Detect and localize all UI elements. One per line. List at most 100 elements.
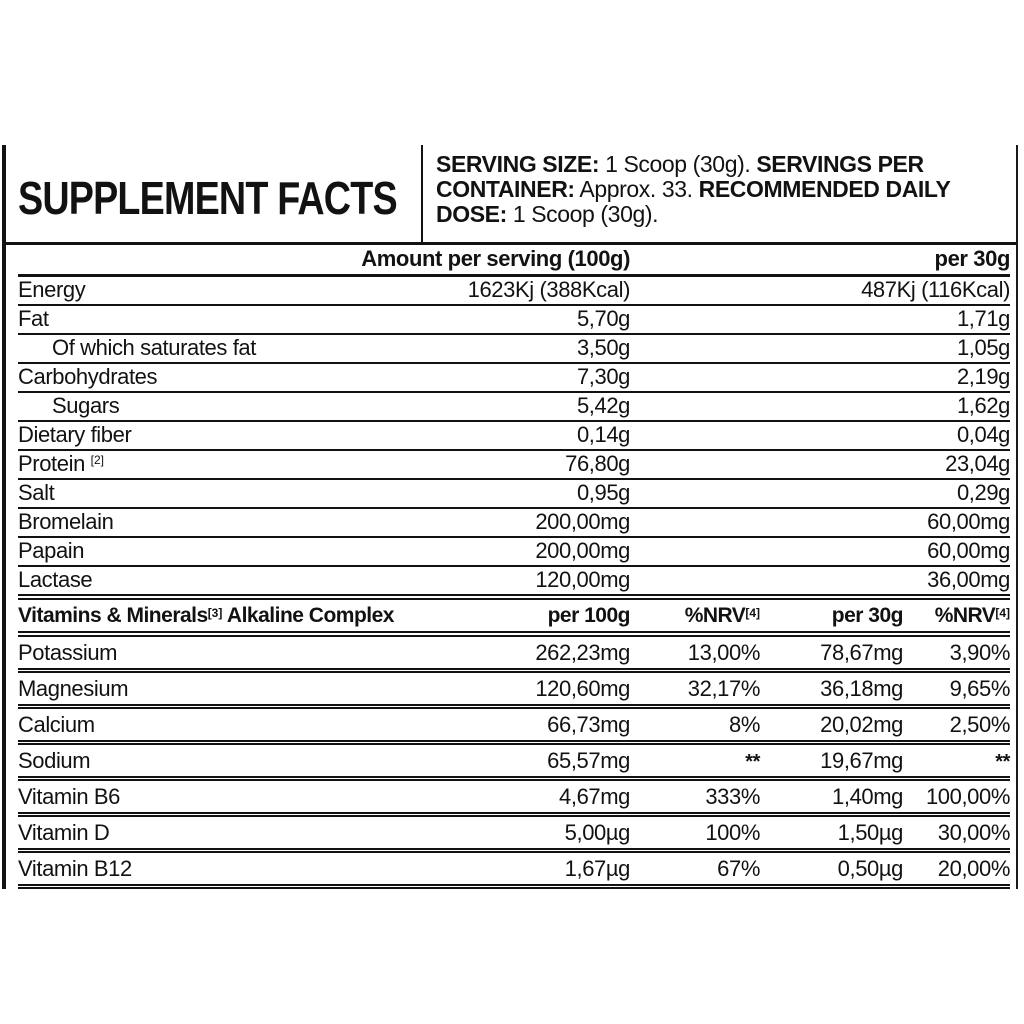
table-row-saturates-fat: Of which saturates fat 3,50g 1,05g: [18, 335, 1010, 364]
amount-per-100g: 200,00mg: [535, 509, 630, 534]
nrv-30g-column-header: %NRV[4]: [934, 604, 1010, 627]
amount-per-100g: 65,57mg: [547, 748, 630, 773]
amount-per-30g: 23,04g: [945, 451, 1010, 476]
table-row-potassium: Potassium 262,23mg 13,00% 78,67mg 3,90%: [18, 637, 1010, 673]
serving-info: SERVING SIZE: 1 Scoop (30g). SERVINGS PE…: [423, 145, 1016, 242]
amount-per-30g: 0,04g: [956, 422, 1010, 447]
table-row-bromelain: Bromelain 200,00mg 60,00mg: [18, 509, 1010, 538]
table-row-calcium: Calcium 66,73mg 8% 20,02mg 2,50%: [18, 709, 1010, 745]
amount-per-100g: 0,14g: [576, 422, 630, 447]
nrv-per-100g: 8%: [729, 712, 760, 737]
nrv-per-100g: 13,00%: [687, 640, 761, 665]
amount-per-100g: 0,95g: [576, 480, 630, 505]
nutrient-name: Of which saturates fat: [52, 335, 256, 360]
nrv-100g-column-header: %NRV[4]: [684, 604, 760, 627]
no-nrv-marker: **: [745, 751, 760, 773]
amount-per-30g: 36,00mg: [927, 567, 1010, 592]
amount-per-100g: 120,00mg: [535, 567, 630, 592]
per-30g-header: per 30g: [934, 246, 1011, 271]
amount-per-100g: 262,23mg: [535, 640, 630, 665]
nutrient-name: Vitamin B12: [18, 856, 132, 881]
nutrient-name: Sodium: [18, 748, 91, 773]
vitamins-section-title: Vitamins & Minerals[3] Alkaline Complex: [18, 604, 394, 627]
table-row-dietary-fiber: Dietary fiber 0,14g 0,04g: [18, 422, 1010, 451]
nrv-per-30g: 30,00%: [937, 820, 1011, 845]
servings-per-container-value: Approx. 33.: [574, 176, 699, 202]
amount-per-100g: 5,70g: [576, 306, 630, 331]
vitamins-section-header: Vitamins & Minerals[3] Alkaline Complex …: [18, 594, 1010, 637]
nutrient-name: Papain: [18, 538, 85, 563]
amount-per-30g: 0,29g: [956, 480, 1010, 505]
table-row-salt: Salt 0,95g 0,29g: [18, 480, 1010, 509]
table-row-lactase: Lactase 120,00mg 36,00mg: [18, 567, 1010, 594]
amount-per-serving-header: Amount per serving (100g): [361, 246, 630, 271]
table-row-magnesium: Magnesium 120,60mg 32,17% 36,18mg 9,65%: [18, 673, 1010, 709]
nutrient-name: Fat: [18, 306, 49, 331]
serving-size-label: SERVING SIZE:: [436, 151, 600, 177]
amount-per-100g: 200,00mg: [535, 538, 630, 563]
recommended-dose-label: RECOMMENDED DAILY DOSE:: [436, 176, 950, 227]
nutrient-name: Calcium: [18, 712, 95, 737]
serving-size-value: 1 Scoop (30g).: [599, 151, 757, 177]
nutrient-name: Dietary fiber: [18, 422, 132, 447]
amount-per-30g: 1,40mg: [832, 784, 903, 809]
main-table-header: Amount per serving (100g) per 30g: [18, 245, 1010, 277]
amount-per-30g: 36,18mg: [820, 676, 903, 701]
per-100g-column-header: per 100g: [547, 604, 631, 627]
nrv-per-30g: 9,65%: [949, 676, 1011, 701]
amount-per-100g: 66,73mg: [547, 712, 630, 737]
nutrient-name: Energy: [18, 277, 86, 302]
amount-per-100g: 1,67µg: [564, 856, 631, 881]
table-row-vitamin-b12: Vitamin B12 1,67µg 67% 0,50µg 20,00%: [18, 853, 1010, 889]
amount-per-30g: 1,05g: [956, 335, 1010, 360]
nrv-per-100g: 333%: [705, 784, 760, 809]
amount-per-100g: 120,60mg: [535, 676, 630, 701]
nrv-per-100g: 32,17%: [687, 676, 761, 701]
main-table: Amount per serving (100g) per 30g Energy…: [6, 245, 1016, 889]
nrv-per-100g: 100%: [705, 820, 760, 845]
nutrient-name: Vitamin B6: [18, 784, 120, 809]
table-row-papain: Papain 200,00mg 60,00mg: [18, 538, 1010, 567]
table-row-carbohydrates: Carbohydrates 7,30g 2,19g: [18, 364, 1010, 393]
nrv-per-30g: 3,90%: [949, 640, 1011, 665]
amount-per-30g: 20,02mg: [820, 712, 903, 737]
nrv-per-30g: 100,00%: [925, 784, 1010, 809]
page-title: SUPPLEMENT FACTS: [18, 172, 398, 224]
nutrient-name: Vitamin D: [18, 820, 110, 845]
amount-per-30g: 487Kj (116Kcal): [861, 277, 1010, 302]
nrv-per-30g: **: [903, 748, 1010, 774]
label-header: SUPPLEMENT FACTS SERVING SIZE: 1 Scoop (…: [6, 145, 1016, 245]
amount-per-100g: 7,30g: [576, 364, 630, 389]
amount-per-30g: 1,62g: [956, 393, 1010, 418]
nrv-per-30g: 20,00%: [937, 856, 1011, 881]
amount-per-30g: 60,00mg: [927, 509, 1010, 534]
footnote-marker: [3]: [207, 606, 223, 620]
table-row-sodium: Sodium 65,57mg ** 19,67mg **: [18, 745, 1010, 781]
nutrient-name: Carbohydrates: [18, 364, 158, 389]
supplement-facts-label: SUPPLEMENT FACTS SERVING SIZE: 1 Scoop (…: [2, 145, 1018, 889]
table-row-vitamin-b6: Vitamin B6 4,67mg 333% 1,40mg 100,00%: [18, 781, 1010, 817]
no-nrv-marker: **: [995, 751, 1010, 773]
amount-per-30g: 19,67mg: [820, 748, 903, 773]
amount-per-30g: 0,50µg: [837, 856, 904, 881]
amount-per-100g: 5,42g: [576, 393, 630, 418]
table-row-energy: Energy 1623Kj (388Kcal) 487Kj (116Kcal): [18, 277, 1010, 306]
serving-text: SERVING SIZE: 1 Scoop (30g). SERVINGS PE…: [436, 152, 988, 227]
title-cell: SUPPLEMENT FACTS: [6, 145, 423, 242]
amount-per-30g: 2,19g: [956, 364, 1010, 389]
footnote-marker: [4]: [745, 606, 760, 620]
amount-per-30g: 60,00mg: [927, 538, 1010, 563]
per-30g-column-header: per 30g: [831, 604, 904, 627]
table-row-fat: Fat 5,70g 1,71g: [18, 306, 1010, 335]
table-row-vitamin-d: Vitamin D 5,00µg 100% 1,50µg 30,00%: [18, 817, 1010, 853]
nutrient-name: Lactase: [18, 567, 93, 592]
amount-per-30g: 78,67mg: [820, 640, 903, 665]
nutrient-name: Protein [2]: [18, 451, 104, 476]
servings-per-container-label: SERVINGS PER CONTAINER:: [436, 151, 924, 202]
nrv-per-100g: 67%: [717, 856, 760, 881]
nutrient-name: Bromelain: [18, 509, 114, 534]
amount-per-30g: 1,71g: [956, 306, 1010, 331]
amount-per-100g: 1623Kj (388Kcal): [467, 277, 631, 302]
nutrient-name: Sugars: [52, 393, 120, 418]
